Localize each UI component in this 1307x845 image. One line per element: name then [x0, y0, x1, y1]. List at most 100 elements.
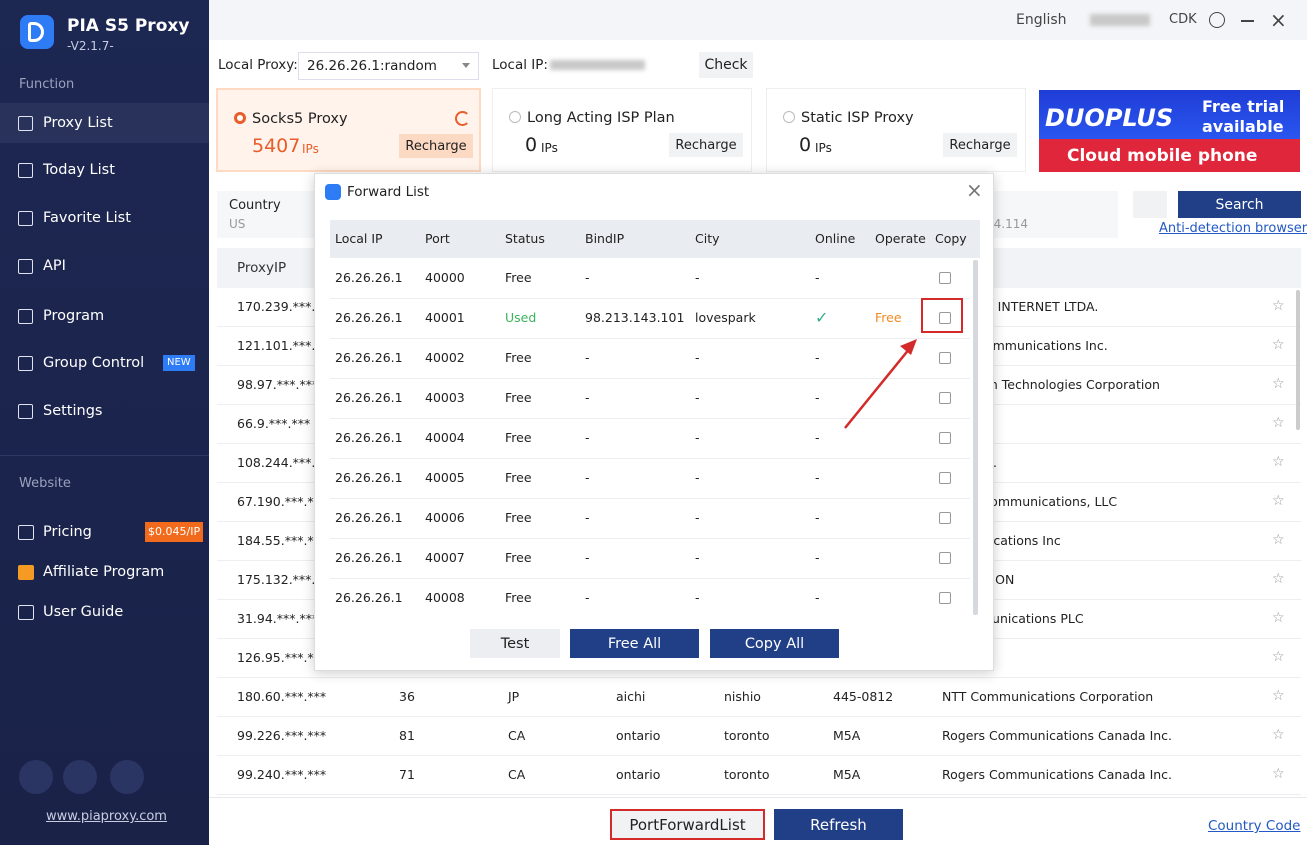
port-forward-button[interactable]: PortForwardList — [610, 809, 765, 840]
footer-icon[interactable] — [19, 760, 53, 794]
caret — [462, 63, 470, 72]
cell-online: - — [815, 589, 820, 607]
column-header: Copy — [935, 230, 967, 248]
cell-port: 40005 — [425, 469, 465, 487]
filter-field: 14.114 — [980, 191, 1118, 238]
website-link[interactable]: www.piaproxy.com — [46, 808, 167, 826]
cell-ip: 31.94.***.*** — [237, 610, 318, 628]
column-header: BindIP — [585, 230, 624, 248]
nav-item[interactable]: Favorite List — [43, 209, 131, 227]
recharge-button[interactable]: Recharge — [399, 134, 473, 158]
recharge-button[interactable]: Recharge — [669, 133, 743, 157]
scrollbar — [1296, 290, 1300, 430]
plan-name: Static ISP Proxy — [801, 109, 914, 127]
modal-table-body: 26.26.26.140000Free---26.26.26.140001Use… — [330, 258, 980, 618]
modal-logo — [325, 184, 341, 200]
cell-ip: 126.95.***.*** — [237, 649, 326, 667]
plan-card[interactable]: Long Acting ISP Plan0IPsRecharge — [492, 88, 752, 172]
modal-button[interactable]: Free All — [570, 629, 699, 658]
favorite-star[interactable]: ☆ — [1272, 689, 1286, 703]
favorite-star[interactable]: ☆ — [1272, 377, 1286, 391]
ip-count: 5407 — [252, 137, 300, 155]
country-code-link[interactable]: Country Code — [1208, 817, 1300, 835]
clear-button[interactable] — [1133, 191, 1167, 218]
anti-detection-link[interactable]: Anti-detection browser — [1159, 220, 1307, 238]
language[interactable]: English — [1016, 11, 1067, 29]
plan-card[interactable]: Static ISP Proxy0IPsRecharge — [766, 88, 1026, 172]
cdk[interactable]: CDK — [1169, 11, 1197, 29]
nav-item[interactable]: Affiliate Program — [43, 563, 164, 581]
copy-icon[interactable] — [939, 552, 951, 564]
section-label: Function — [19, 76, 74, 94]
copy-icon[interactable] — [939, 472, 951, 484]
check-button[interactable]: Check — [699, 52, 753, 78]
favorite-star[interactable]: ☆ — [1272, 299, 1286, 313]
nav-item[interactable]: Today List — [43, 161, 115, 179]
banner[interactable]: DUOPLUSFree trialavailableCloud mobile p… — [1039, 90, 1300, 172]
cell-bind-ip: - — [585, 429, 590, 447]
cell-operate[interactable]: Free — [875, 309, 902, 327]
label: Local IP: — [492, 56, 548, 74]
copy-icon[interactable] — [939, 512, 951, 524]
price-badge: $0.045/IP — [145, 522, 203, 542]
refresh-button[interactable]: Refresh — [774, 809, 903, 840]
plan-card[interactable]: Socks5 Proxy5407IPsRecharge — [216, 88, 481, 172]
radio[interactable] — [783, 111, 795, 123]
nav-item[interactable]: API — [43, 257, 66, 275]
row-divider — [330, 378, 970, 379]
section-label: Website — [19, 475, 71, 493]
nav-item[interactable]: Pricing — [43, 523, 92, 541]
copy-icon[interactable] — [939, 352, 951, 364]
favorite-star[interactable]: ☆ — [1272, 767, 1286, 781]
copy-icon[interactable] — [939, 272, 951, 284]
refresh-icon[interactable] — [455, 111, 470, 126]
copy-icon[interactable] — [939, 392, 951, 404]
cell-online: - — [815, 269, 820, 287]
nav-item[interactable]: Proxy List — [43, 114, 113, 132]
favorite-star[interactable]: ☆ — [1272, 455, 1286, 469]
cell-status: Free — [505, 269, 532, 287]
recharge-button[interactable]: Recharge — [943, 133, 1017, 157]
favorite-star[interactable]: ☆ — [1272, 416, 1286, 430]
modal-close[interactable]: × — [966, 180, 982, 200]
copy-icon[interactable] — [939, 432, 951, 444]
favorite-star[interactable]: ☆ — [1272, 728, 1286, 742]
nav-item[interactable]: User Guide — [43, 603, 123, 621]
favorite-star[interactable]: ☆ — [1272, 494, 1286, 508]
nav-icon — [18, 309, 33, 324]
minimize[interactable] — [1241, 20, 1254, 22]
blurred-user — [1090, 14, 1150, 26]
row-divider — [330, 298, 970, 299]
favorite-star[interactable]: ☆ — [1272, 572, 1286, 586]
copy-icon[interactable] — [939, 592, 951, 604]
radio[interactable] — [509, 111, 521, 123]
nav-item[interactable]: Settings — [43, 402, 102, 420]
close[interactable]: × — [1270, 8, 1288, 30]
nav-item[interactable]: Group Control — [43, 354, 144, 372]
cell-bind-ip: - — [585, 389, 590, 407]
footer-icon[interactable] — [110, 760, 144, 794]
cell-city: - — [695, 349, 700, 367]
favorite-star[interactable]: ☆ — [1272, 611, 1286, 625]
banner-text: Free trial — [1202, 98, 1284, 116]
cell-port: 40002 — [425, 349, 465, 367]
proxy-select[interactable]: 26.26.26.1:random — [298, 52, 479, 80]
help-icon[interactable] — [1209, 12, 1225, 28]
cell-zip: M5A — [833, 766, 860, 784]
cell-ip: 66.9.***.*** — [237, 415, 310, 433]
search-button[interactable]: Search — [1178, 191, 1301, 218]
nav-item[interactable]: Program — [43, 307, 104, 325]
radio[interactable] — [234, 112, 246, 124]
favorite-star[interactable]: ☆ — [1272, 650, 1286, 664]
cell-city: - — [695, 589, 700, 607]
favorite-star[interactable]: ☆ — [1272, 338, 1286, 352]
favorite-star[interactable]: ☆ — [1272, 533, 1286, 547]
cell-local-ip: 26.26.26.1 — [335, 349, 403, 367]
cell-port: 40008 — [425, 589, 465, 607]
footer-icon[interactable] — [63, 760, 97, 794]
modal-button[interactable]: Test — [470, 629, 560, 658]
modal-button[interactable]: Copy All — [710, 629, 839, 658]
row-divider — [330, 338, 970, 339]
cell-online: - — [815, 469, 820, 487]
cell-country: JP — [508, 688, 519, 706]
